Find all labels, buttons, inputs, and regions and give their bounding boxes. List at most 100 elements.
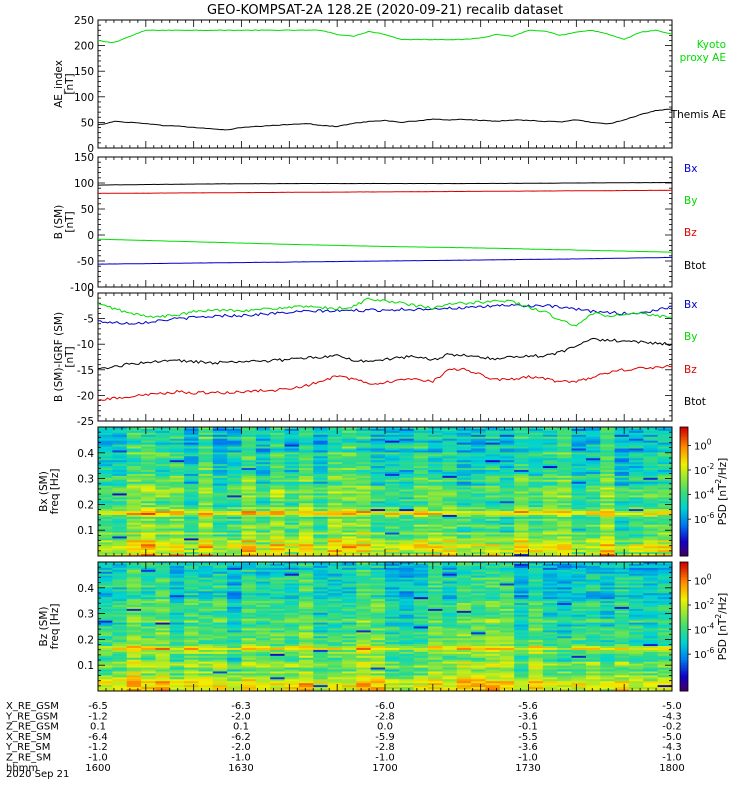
psd-cell	[600, 628, 615, 631]
psd-cell	[255, 587, 271, 590]
psd-cell	[471, 542, 486, 545]
psd-cell	[270, 618, 285, 622]
psd-cell	[471, 475, 486, 479]
psd-cell	[184, 569, 199, 573]
psd-cell	[126, 501, 142, 504]
psd-cell	[126, 544, 142, 547]
psd-cell	[356, 507, 372, 510]
psd-cell	[298, 436, 314, 440]
psd-cell	[284, 548, 300, 551]
psd-cell	[270, 577, 285, 580]
psd-cell	[98, 497, 113, 500]
psd-cell	[385, 612, 400, 616]
psd-cell	[284, 567, 300, 571]
psd-cell	[643, 427, 659, 430]
psd-cell	[255, 552, 271, 555]
psd-cell	[485, 610, 501, 614]
psd-cell	[600, 593, 615, 596]
psd-cell	[399, 565, 415, 569]
psd-cell	[413, 603, 429, 606]
psd-cell	[341, 483, 357, 487]
psd-cell	[428, 436, 443, 440]
psd-cell	[370, 454, 386, 457]
psd-cell	[169, 448, 185, 451]
psd-cell	[542, 522, 558, 526]
psd-cell	[528, 603, 544, 606]
psd-cell	[298, 481, 314, 485]
psd-cell	[528, 610, 544, 614]
psd-cell	[227, 462, 242, 465]
psd-cell	[485, 454, 501, 457]
psd-cell	[169, 475, 185, 479]
psd-cell	[428, 530, 443, 533]
psd-cell	[442, 548, 458, 551]
psd-cell	[169, 612, 185, 616]
psd-cell	[413, 499, 429, 502]
psd-cell	[614, 599, 630, 602]
psd-cell	[614, 536, 630, 539]
psd-cell	[571, 583, 587, 586]
psd-cell	[614, 540, 630, 543]
psd-cell	[428, 470, 443, 473]
psd-cell	[643, 612, 659, 616]
psd-cell	[514, 534, 529, 537]
psd-cell	[212, 503, 228, 506]
psd-cell	[456, 491, 472, 494]
psd-cell	[313, 444, 328, 447]
psd-cell	[499, 477, 515, 481]
psd-cell	[284, 614, 300, 618]
psd-cell	[141, 608, 156, 612]
psd-cell	[413, 495, 429, 498]
psd-cell	[628, 471, 644, 475]
psd-cell	[298, 532, 314, 535]
psd-cell	[471, 554, 486, 557]
psd-cell	[585, 620, 601, 623]
psd-cell	[571, 507, 587, 510]
psd-cell	[585, 466, 601, 469]
psd-cell	[385, 440, 400, 444]
psd-cell	[571, 628, 587, 631]
psd-cell	[298, 552, 314, 555]
psd-cell	[413, 442, 429, 445]
psd-cell	[270, 460, 285, 463]
psd-cell	[428, 487, 443, 490]
psd-cell	[399, 516, 415, 520]
psd-cell	[169, 483, 185, 487]
psd-cell	[126, 614, 142, 618]
psd-cell	[327, 595, 343, 598]
psd-cell	[442, 575, 458, 579]
psd-cell	[155, 554, 171, 557]
psd-cell	[628, 567, 644, 571]
psd-cell	[112, 591, 128, 594]
psd-cell	[428, 579, 443, 582]
psd-cell	[385, 454, 400, 457]
psd-cell	[270, 522, 285, 526]
psd-cell	[456, 460, 472, 463]
psd-cell	[169, 626, 185, 629]
psd-cell	[327, 454, 343, 457]
psd-cell	[327, 624, 343, 627]
psd-cell	[413, 491, 429, 494]
psd-cell	[456, 579, 472, 582]
psd-cell	[657, 462, 673, 465]
psd-cell	[413, 540, 429, 543]
psd-cell	[212, 524, 228, 528]
psd-cell	[385, 577, 400, 580]
psd-cell	[184, 481, 199, 485]
psd-cell	[327, 544, 343, 547]
psd-cell	[327, 569, 343, 573]
psd-cell	[456, 487, 472, 490]
psd-cell	[542, 583, 558, 586]
psd-cell	[255, 548, 271, 551]
psd-cell	[442, 522, 458, 526]
psd-cell	[184, 603, 199, 606]
psd-cell	[456, 624, 472, 627]
psd-cell	[528, 507, 544, 510]
psd-cell	[141, 501, 156, 504]
psd-cell	[428, 616, 443, 620]
psd-cell	[255, 532, 271, 535]
psd-cell	[628, 450, 644, 453]
psd-cell	[241, 511, 257, 514]
psd-cell	[370, 567, 386, 571]
psd-cell	[585, 526, 601, 530]
